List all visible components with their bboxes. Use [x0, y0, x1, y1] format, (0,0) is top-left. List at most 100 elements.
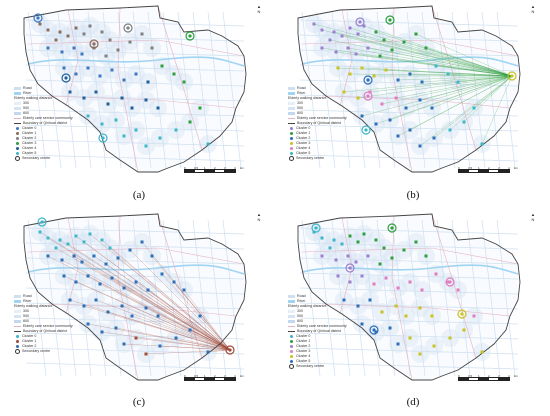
scale-label: 1 — [204, 166, 206, 170]
legend-label: Cluster 2 — [22, 344, 37, 348]
river-line — [27, 56, 245, 67]
service-site — [46, 46, 50, 50]
service-site — [418, 98, 422, 102]
service-site — [150, 254, 154, 258]
hub-link — [347, 47, 513, 77]
legend-item: 800 — [288, 319, 368, 324]
service-site — [462, 120, 466, 124]
service-site — [320, 28, 324, 32]
service-site — [414, 240, 418, 244]
service-site — [156, 314, 160, 318]
road-line — [192, 219, 212, 377]
service-site — [104, 54, 108, 58]
service-site — [348, 26, 352, 30]
service-site — [362, 232, 366, 236]
service-site — [156, 106, 160, 110]
hub-link — [409, 75, 513, 131]
secondary-centre-core — [64, 76, 68, 80]
service-site — [100, 30, 104, 34]
scale-label: 1 — [204, 374, 206, 378]
map-canvas-d — [297, 213, 521, 381]
service-site — [128, 248, 132, 252]
legend-item: Cluster 3 — [288, 349, 368, 354]
legend-swatch — [14, 300, 21, 303]
road-line — [147, 11, 167, 169]
service-site — [82, 240, 86, 244]
legend-line — [14, 331, 21, 332]
secondary-centre-core — [126, 26, 130, 30]
legend-item: 800 — [14, 319, 94, 324]
service-site — [382, 246, 386, 250]
hub-link — [389, 75, 513, 121]
hub-link — [397, 75, 513, 81]
legend-item: Elderly care service community — [288, 324, 368, 329]
road-line — [451, 11, 471, 169]
service-site — [404, 106, 408, 110]
map-panel-a: Road River Elderly walking distance 300 500 8… — [8, 0, 270, 182]
legend-label: Cluster 3 — [296, 349, 311, 353]
hub-link — [101, 331, 231, 351]
hub-link — [409, 73, 513, 77]
legend-item: Cluster 1 — [14, 339, 94, 344]
service-site — [74, 72, 78, 76]
legend-label: Secondary centre — [296, 156, 325, 160]
service-site — [456, 288, 460, 292]
service-site — [62, 66, 66, 70]
legend-label: Cluster 4 — [22, 146, 37, 150]
hub-link — [449, 75, 513, 131]
service-site — [394, 304, 398, 308]
legend-label: 300 — [23, 101, 29, 105]
scale-segment — [224, 377, 236, 381]
legend-item: Cluster 1 — [14, 131, 94, 136]
service-site — [100, 122, 104, 126]
legend-item: Cluster 5 — [14, 151, 94, 156]
service-site — [472, 106, 476, 110]
service-site — [408, 128, 412, 132]
legend-item: Road — [288, 294, 368, 299]
legend-swatch — [14, 315, 21, 318]
hub-link — [75, 281, 231, 351]
legend-item: Elderly care service community — [14, 324, 94, 329]
legend-label: 500 — [23, 314, 29, 318]
service-site — [130, 314, 134, 318]
service-site — [456, 80, 460, 84]
secondary-centre-core — [314, 226, 318, 230]
road-line — [147, 219, 167, 377]
legend-dot — [290, 132, 293, 135]
secondary-centre-core — [92, 42, 96, 46]
service-site — [206, 142, 210, 146]
service-site — [320, 236, 324, 240]
hub-link — [349, 73, 513, 77]
road-line — [376, 11, 396, 169]
service-site — [374, 330, 378, 334]
legend-item: Elderly walking distance — [288, 96, 368, 101]
road-line — [481, 11, 501, 169]
road-line — [177, 11, 197, 169]
service-site — [100, 238, 104, 242]
legend-item: Cluster 0 — [14, 126, 94, 131]
road-line — [42, 219, 62, 377]
secondary-centre — [445, 277, 455, 287]
service-site — [342, 298, 346, 302]
service-site — [74, 26, 78, 30]
district-area — [24, 214, 246, 380]
service-site — [134, 280, 138, 284]
map-panel-c: Road River Elderly walking distance 300 500 8… — [8, 208, 270, 390]
service-site — [360, 66, 364, 70]
district-area — [24, 6, 246, 172]
service-site — [382, 38, 386, 42]
service-site — [372, 282, 376, 286]
secondary-centre-core — [188, 34, 192, 38]
legend-item: Elderly walking distance — [14, 304, 94, 309]
service-site — [114, 326, 118, 330]
caption-d: (d) — [406, 396, 420, 408]
service-site — [388, 118, 392, 122]
hub-link — [147, 289, 231, 351]
road-line — [25, 79, 245, 87]
service-site — [320, 46, 324, 50]
scale-label: 3 — [224, 374, 226, 378]
secondary-centre-core — [40, 220, 44, 224]
service-site — [418, 306, 422, 310]
secondary-centre — [385, 15, 395, 25]
legend-label: River — [297, 91, 306, 95]
